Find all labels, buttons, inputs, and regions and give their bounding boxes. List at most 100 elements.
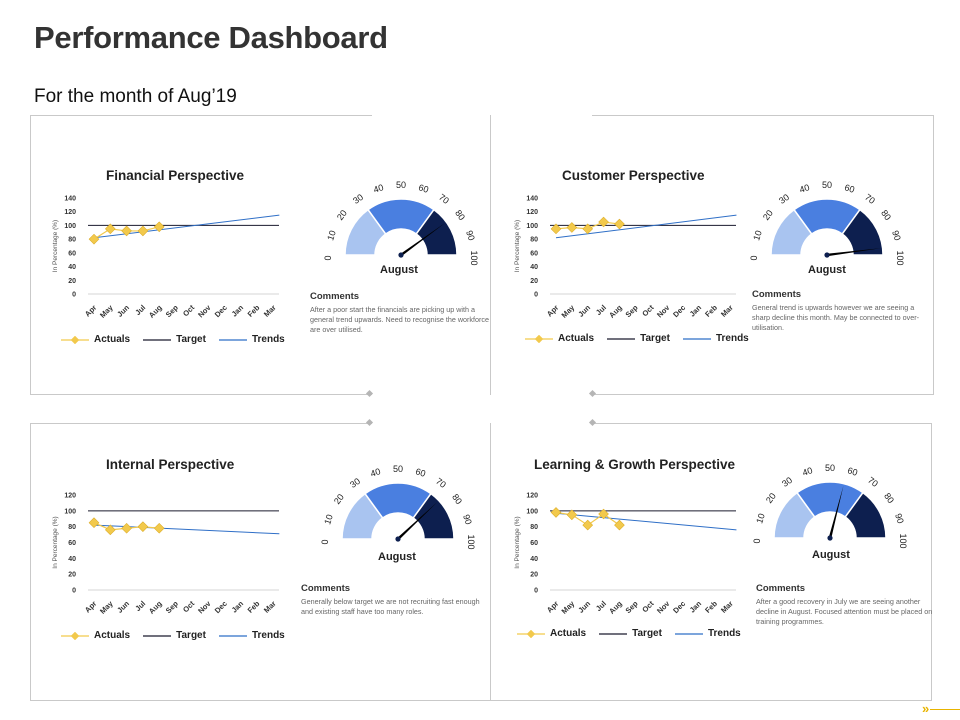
gauge-tick-label: 40 <box>369 466 382 479</box>
gauge-tick-label: 20 <box>764 491 778 505</box>
actuals-marker <box>550 223 562 235</box>
y-tick-label: 20 <box>68 278 76 285</box>
legend-target-label: Target <box>640 333 670 344</box>
actuals-marker <box>121 522 132 534</box>
gauge-tick-label: 70 <box>437 192 451 206</box>
gauge-tick-label: 80 <box>453 208 467 222</box>
gauge-tick-label: 10 <box>322 513 335 526</box>
gauge-tick-label: 10 <box>325 229 338 242</box>
y-tick-label: 40 <box>68 556 76 563</box>
y-tick-label: 120 <box>64 493 76 500</box>
actuals-marker <box>121 225 132 237</box>
gauge-tick-label: 70 <box>866 475 880 489</box>
gauge-tick-label: 20 <box>332 492 346 506</box>
y-tick-label: 60 <box>68 540 76 547</box>
y-tick-label: 120 <box>64 209 76 216</box>
y-tick-label: 80 <box>68 524 76 531</box>
x-tick-label: Mar <box>262 599 278 615</box>
x-tick-label: Sep <box>624 599 640 615</box>
frame-vertical-divider-top <box>490 115 491 395</box>
legend-trends-label: Trends <box>715 333 749 344</box>
comments-block: Comments After a poor start the financial… <box>310 290 490 336</box>
x-tick-label: Dec <box>671 303 687 319</box>
y-tick-label: 40 <box>68 264 76 271</box>
gauge-tick-label: 50 <box>822 180 832 190</box>
actuals-marker <box>550 507 562 518</box>
legend-actuals-swatch <box>525 334 553 343</box>
y-tick-label: 120 <box>526 493 538 500</box>
actuals-marker <box>614 519 625 531</box>
gauge-band-high <box>415 208 458 256</box>
comments-heading: Comments <box>756 583 806 594</box>
legend-trends: Trends <box>674 628 741 639</box>
legend-trends: Trends <box>218 630 285 641</box>
y-tick-label: 140 <box>64 196 76 203</box>
gauge-tick-label: 80 <box>879 208 893 222</box>
legend-actuals-label: Actuals <box>94 334 131 345</box>
x-tick-label: Feb <box>703 599 719 615</box>
legend-target-swatch <box>143 634 172 637</box>
actuals-marker <box>582 223 594 235</box>
gauge-tick-label: 80 <box>450 492 464 506</box>
y-tick-label: 100 <box>64 223 76 230</box>
legend-target: Target <box>598 628 662 639</box>
gauge-needle-hub <box>398 252 404 258</box>
comments-block: Comments After a good recovery in July we… <box>756 582 936 628</box>
y-axis-label: In Percentage (%) <box>514 220 521 272</box>
gauge-needle-hub <box>827 535 833 541</box>
gauge-tick-label: 70 <box>434 476 448 490</box>
gauge-tick-label: 50 <box>825 463 835 473</box>
gauge-tick-label: 100 <box>469 250 479 265</box>
frame-top-right <box>592 115 934 116</box>
frame-left-bottom <box>30 423 31 701</box>
y-tick-label: 120 <box>526 209 538 216</box>
y-tick-label: 40 <box>530 556 538 563</box>
legend-trends-label: Trends <box>251 334 285 345</box>
frame-mid-top-left <box>30 394 372 395</box>
actuals-marker <box>582 519 594 531</box>
x-tick-label: Nov <box>655 302 672 319</box>
comments-text: General trend is upwards however we are … <box>752 303 920 333</box>
gauge-tick-label: 60 <box>414 466 427 479</box>
gauge-tick-label: 60 <box>843 182 856 195</box>
legend-target-label: Target <box>176 630 206 641</box>
x-tick-label: Feb <box>246 599 262 615</box>
actuals-marker <box>137 225 149 237</box>
x-tick-label: Aug <box>147 303 164 320</box>
frame-mid-bottom-right <box>592 423 932 424</box>
y-tick-label: 60 <box>68 250 76 257</box>
gauge-tick-label: 100 <box>898 533 908 548</box>
legend-actuals-label: Actuals <box>550 628 587 639</box>
legend-actuals-swatch <box>61 631 89 640</box>
gauge-tick-label: 30 <box>777 192 791 206</box>
y-tick-label: 0 <box>72 588 76 595</box>
y-tick-label: 100 <box>526 223 538 230</box>
legend-target-swatch <box>607 337 636 340</box>
legend-actuals: Actuals <box>60 630 130 641</box>
frame-right-bottom <box>931 423 932 701</box>
customer-perspective-panel: Customer Perspective 0 20 40 60 80 100 120 140 In… <box>490 116 933 394</box>
financial-perspective-panel: Financial Perspective 0 20 40 60 80 100 120 140 I… <box>30 116 490 394</box>
legend-actuals-label: Actuals <box>94 630 131 641</box>
legend-target-label: Target <box>632 628 662 639</box>
frame-left-top <box>30 115 31 395</box>
comments-block: Comments General trend is upwards however… <box>752 288 932 334</box>
legend-swatch-marker <box>534 334 544 343</box>
x-tick-label: Jul <box>594 303 608 317</box>
gauge-tick-label: 20 <box>335 208 349 222</box>
comments-heading: Comments <box>310 291 360 302</box>
y-tick-label: 40 <box>530 264 538 271</box>
x-tick-label: Oct <box>181 599 197 615</box>
gauge-tick-label: 0 <box>752 538 762 543</box>
y-tick-label: 20 <box>530 278 538 285</box>
actuals-marker <box>566 222 578 233</box>
x-tick-label: Mar <box>719 303 735 319</box>
gauge-needle <box>828 485 844 539</box>
gauge-tick-label: 20 <box>761 208 775 222</box>
